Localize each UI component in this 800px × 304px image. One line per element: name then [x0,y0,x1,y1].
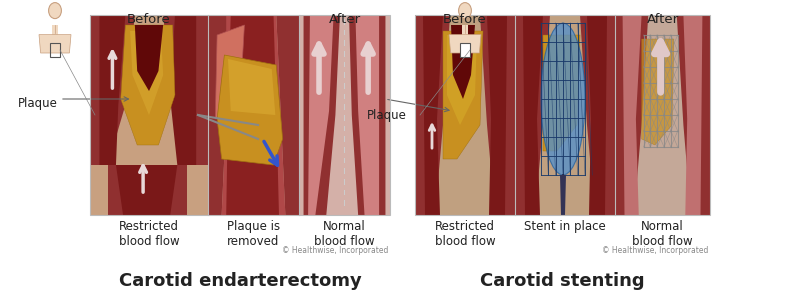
Polygon shape [90,15,135,215]
Text: After: After [646,13,678,26]
Bar [343,136,346,142]
Polygon shape [677,15,710,215]
Polygon shape [447,35,477,125]
Bar [52,25,58,35]
Text: © Healthwise, Incorporated: © Healthwise, Incorporated [282,246,388,255]
Polygon shape [543,35,580,151]
Polygon shape [587,15,607,215]
Text: After: After [329,13,361,26]
Polygon shape [303,15,340,215]
Text: Stent in place: Stent in place [524,220,606,233]
Bar [343,83,346,88]
Text: Carotid stenting: Carotid stenting [480,272,645,290]
Ellipse shape [49,3,62,19]
Polygon shape [355,15,379,215]
Polygon shape [349,15,386,215]
Polygon shape [515,15,550,215]
Bar [343,19,346,25]
Bar [90,15,390,215]
Text: Plaque: Plaque [18,96,58,109]
Text: © Healthwise, Incorporated: © Healthwise, Incorporated [602,246,708,255]
Bar [343,147,346,153]
Polygon shape [226,15,279,215]
Polygon shape [116,165,178,215]
Text: Plaque is
removed: Plaque is removed [227,220,280,248]
Text: Before: Before [443,13,487,26]
Polygon shape [541,23,585,175]
Polygon shape [228,59,275,115]
Polygon shape [560,175,566,215]
Bar [343,72,346,78]
Polygon shape [163,15,208,165]
Polygon shape [451,25,475,99]
Polygon shape [523,15,543,215]
Polygon shape [276,15,299,215]
Polygon shape [121,25,175,145]
Bar [515,15,615,215]
Bar [415,15,710,215]
Bar [343,200,346,206]
Polygon shape [130,31,163,115]
Text: Carotid endarterectomy: Carotid endarterectomy [118,272,362,290]
Text: Plaque: Plaque [367,109,407,122]
Text: Before: Before [127,13,171,26]
Polygon shape [449,35,481,53]
Polygon shape [443,31,483,159]
Bar [343,94,346,99]
Bar [343,168,346,174]
Text: Restricted
blood flow: Restricted blood flow [118,220,179,248]
Polygon shape [480,15,515,215]
Bar [208,15,299,215]
Bar [343,190,346,195]
Bar [615,15,710,215]
Polygon shape [170,15,196,165]
Polygon shape [615,15,648,215]
Bar [343,115,346,121]
Polygon shape [39,35,71,53]
Bar [343,179,346,185]
Bar [343,62,346,67]
Polygon shape [423,15,443,215]
Bar [343,158,346,163]
Polygon shape [622,15,642,215]
Polygon shape [415,15,450,215]
Bar [415,15,515,215]
Polygon shape [135,25,163,91]
Polygon shape [580,15,615,215]
Polygon shape [108,165,186,215]
Bar [343,40,346,46]
Ellipse shape [458,3,471,19]
Bar [50,43,60,57]
Polygon shape [215,25,245,119]
Bar [299,15,390,215]
Polygon shape [99,15,126,165]
Bar [462,25,468,35]
Polygon shape [208,15,230,215]
Bar [90,15,208,215]
Bar [343,51,346,57]
Text: Restricted
blood flow: Restricted blood flow [434,220,495,248]
Polygon shape [683,15,702,215]
Bar [343,126,346,131]
Bar [343,30,346,35]
Bar [460,43,470,57]
Text: Normal
blood flow: Normal blood flow [314,220,375,248]
Polygon shape [487,15,507,215]
Bar [343,104,346,110]
Polygon shape [222,15,286,215]
Polygon shape [642,39,674,145]
Polygon shape [217,55,282,165]
Polygon shape [308,15,334,215]
Text: Normal
blood flow: Normal blood flow [632,220,693,248]
